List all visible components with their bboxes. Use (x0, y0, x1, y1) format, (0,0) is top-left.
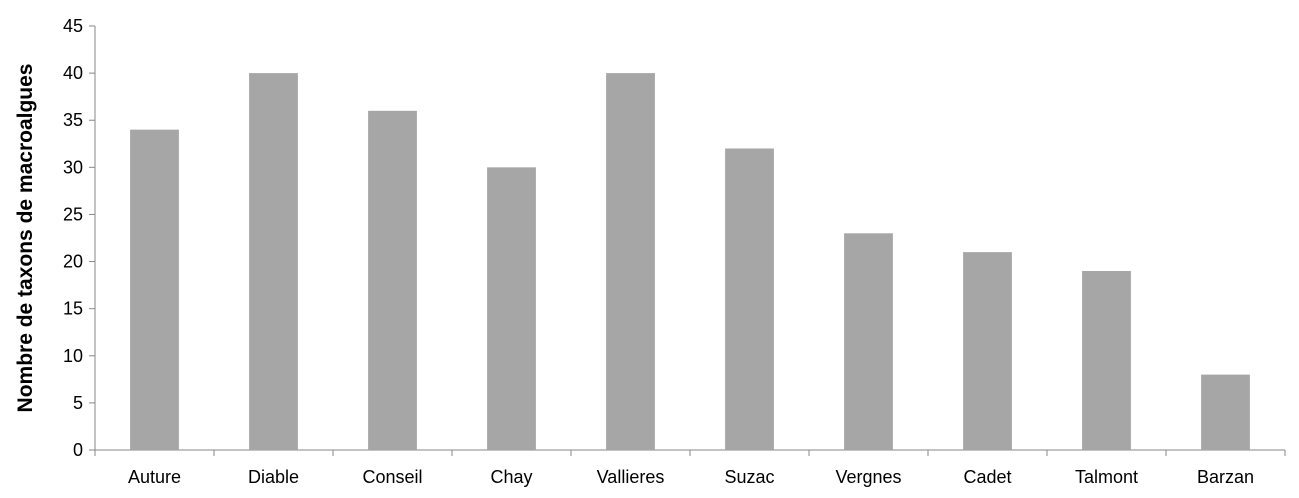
x-tick-label: Talmont (1075, 467, 1138, 487)
x-tick-label: Vallieres (597, 467, 665, 487)
y-tick-label: 40 (63, 63, 83, 83)
y-tick-label: 15 (63, 299, 83, 319)
x-tick-label: Conseil (362, 467, 422, 487)
bar (1082, 270, 1131, 450)
y-tick-label: 5 (73, 393, 83, 413)
bar (725, 148, 774, 450)
bar (844, 233, 893, 450)
y-tick-label: 10 (63, 346, 83, 366)
bar (130, 129, 179, 450)
y-axis: 0 5 10 15 20 25 30 35 40 45 (63, 16, 96, 460)
bars-group (130, 73, 1250, 451)
x-axis: Auture Diable Conseil Chay Vallieres Suzac Ver… (94, 449, 1286, 487)
x-tick-label: Cadet (963, 467, 1011, 487)
y-tick-label: 0 (73, 440, 83, 460)
y-tick-label: 20 (63, 252, 83, 272)
x-tick-label: Barzan (1197, 467, 1254, 487)
bar (368, 110, 417, 451)
y-tick-label: 30 (63, 157, 83, 177)
x-tick-label: Diable (248, 467, 299, 487)
x-tick-label: Vergnes (835, 467, 901, 487)
y-tick-label: 35 (63, 110, 83, 130)
y-tick-label: 25 (63, 204, 83, 224)
bar (963, 252, 1012, 450)
bar (1201, 374, 1250, 450)
x-tick-label: Suzac (724, 467, 774, 487)
x-tick-label: Chay (490, 467, 532, 487)
x-tick-label: Auture (128, 467, 181, 487)
bar (487, 167, 536, 451)
y-tick-label: 45 (63, 16, 83, 36)
y-axis-title: Nombre de taxons de macroalgues (14, 64, 37, 413)
bar (249, 73, 298, 450)
bar (606, 73, 655, 450)
